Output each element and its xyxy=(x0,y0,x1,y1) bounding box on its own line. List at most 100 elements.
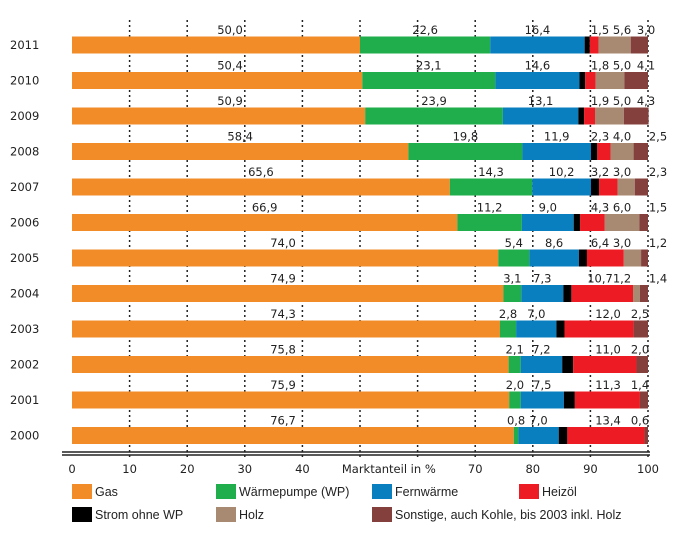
data-label: 74,0 xyxy=(270,236,296,250)
bar-segment xyxy=(563,391,575,409)
data-label: 19,8 xyxy=(453,130,479,144)
legend-swatch xyxy=(72,507,92,522)
data-label: 74,9 xyxy=(270,272,296,286)
data-label: 11,9 xyxy=(544,130,570,144)
legend-label: Gas xyxy=(95,484,118,499)
bar-segment xyxy=(499,320,517,338)
bar-segment xyxy=(72,320,500,338)
category-label: 2011 xyxy=(10,38,39,52)
data-label: 1,9 xyxy=(591,94,609,108)
bar-segment xyxy=(72,36,360,54)
category-label: 2009 xyxy=(10,109,39,123)
data-label: 2,5 xyxy=(649,130,667,144)
legend-strom: Strom ohne WP xyxy=(72,507,183,522)
bar-segment xyxy=(72,356,509,373)
data-label: 14,6 xyxy=(525,59,551,73)
bar-segment xyxy=(72,107,366,125)
data-label: 3,1 xyxy=(503,272,521,286)
bar-segment xyxy=(633,320,648,338)
bar-segment xyxy=(503,285,522,302)
bar-segment xyxy=(573,356,637,373)
bar-segment xyxy=(639,391,648,409)
category-label: 2005 xyxy=(10,251,39,265)
category-label: 2006 xyxy=(10,216,39,230)
data-label: 2,3 xyxy=(649,165,667,179)
x-tick-label: 0 xyxy=(68,462,75,476)
bar-segment xyxy=(610,143,634,160)
data-label: 11,2 xyxy=(477,201,503,215)
bar-segment xyxy=(597,143,611,160)
legend-sonstige: Sonstige, auch Kohle, bis 2003 inkl. Hol… xyxy=(372,507,622,522)
data-label: 23,1 xyxy=(416,59,442,73)
bar-segment xyxy=(509,391,521,409)
data-label: 13,4 xyxy=(595,414,621,428)
category-label: 2008 xyxy=(10,145,39,159)
bar-segment xyxy=(362,72,496,89)
bar-segment xyxy=(365,107,503,125)
x-tick-label: 20 xyxy=(180,462,195,476)
bar-segment xyxy=(567,427,645,444)
bar-segment xyxy=(584,36,590,54)
data-label: 7,3 xyxy=(533,272,551,286)
bar-segment xyxy=(590,143,598,160)
bar-segment xyxy=(516,320,557,338)
data-label: 1,2 xyxy=(649,236,667,250)
data-label: 5,6 xyxy=(613,23,631,37)
bar-segment xyxy=(624,72,648,89)
legend-swatch xyxy=(216,507,236,522)
bar-segment xyxy=(578,107,585,125)
bar-segment xyxy=(518,427,559,444)
legend-heizoel: Heizöl xyxy=(519,484,577,499)
legend-swatch xyxy=(519,484,539,499)
data-label: 12,0 xyxy=(595,307,621,321)
category-label: 2010 xyxy=(10,74,39,88)
data-label: 7,0 xyxy=(527,307,545,321)
data-label: 9,0 xyxy=(539,201,557,215)
bar-segment xyxy=(529,249,579,267)
bar-segment xyxy=(636,356,648,373)
category-label: 2000 xyxy=(10,429,39,443)
data-label: 10,2 xyxy=(549,165,575,179)
data-label: 2,8 xyxy=(499,307,517,321)
bar-segment xyxy=(457,214,522,231)
legend-swatch xyxy=(216,484,236,499)
legend-label: Wärmepumpe (WP) xyxy=(239,484,350,499)
data-label: 50,4 xyxy=(217,59,243,73)
x-tick-label: 70 xyxy=(468,462,483,476)
bar-segment xyxy=(623,249,642,267)
bar-segment xyxy=(72,427,514,444)
legend-label: Holz xyxy=(239,507,265,522)
data-label: 58,4 xyxy=(227,130,253,144)
bar-segment xyxy=(72,214,458,231)
data-label: 4,1 xyxy=(637,59,655,73)
bar-segment xyxy=(586,249,624,267)
bar-segment xyxy=(598,36,631,54)
legend-holz: Holz xyxy=(216,507,264,522)
bar-segment xyxy=(564,320,634,338)
data-label: 2,5 xyxy=(631,307,649,321)
data-label: 5,0 xyxy=(613,94,631,108)
bar-segment xyxy=(360,36,491,54)
data-label: 23,9 xyxy=(421,94,447,108)
legend-label: Strom ohne WP xyxy=(95,507,184,522)
data-label: 75,8 xyxy=(270,343,296,357)
bar-segment xyxy=(630,36,648,54)
bar-segment xyxy=(498,249,530,267)
data-label: 0,8 xyxy=(507,414,525,428)
data-label: 3,0 xyxy=(637,23,655,37)
bar-segment xyxy=(72,249,499,267)
x-tick-label: 100 xyxy=(637,462,659,476)
data-label: 5,0 xyxy=(613,59,631,73)
bar-segment xyxy=(490,36,585,54)
bar-segment xyxy=(574,391,640,409)
bar-segment xyxy=(72,391,510,409)
x-tick-label: 40 xyxy=(295,462,310,476)
x-tick-label: 10 xyxy=(122,462,137,476)
data-label: 50,9 xyxy=(217,94,243,108)
data-label: 1,4 xyxy=(631,378,649,392)
bar-segment xyxy=(508,356,521,373)
data-label: 6,4 xyxy=(591,236,609,250)
data-label: 2,0 xyxy=(631,343,649,357)
data-label: 4,3 xyxy=(637,94,655,108)
bar-segment xyxy=(595,107,624,125)
